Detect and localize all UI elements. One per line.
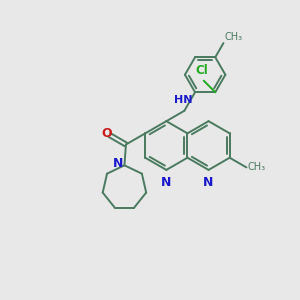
- Text: Cl: Cl: [196, 64, 208, 77]
- Text: HN: HN: [174, 95, 192, 105]
- Text: O: O: [101, 127, 112, 140]
- Text: N: N: [203, 176, 214, 189]
- Text: N: N: [161, 176, 172, 189]
- Text: CH₃: CH₃: [248, 162, 266, 172]
- Text: CH₃: CH₃: [225, 32, 243, 42]
- Text: N: N: [113, 157, 123, 170]
